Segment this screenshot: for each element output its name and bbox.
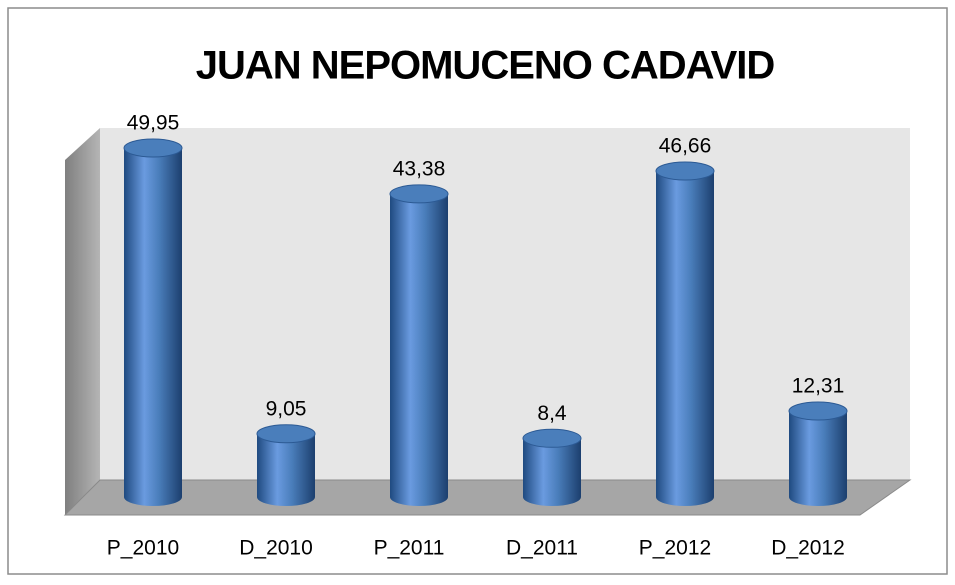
bar [256,424,316,506]
chart-title: JUAN NEPOMUCENO CADAVID [196,44,775,88]
bar-body [257,433,315,506]
bar [123,138,183,506]
x-tick-label: D_2010 [239,537,313,560]
side-wall [65,128,100,515]
bar-body [789,410,847,506]
bar-top [256,424,316,444]
bar-body [124,148,182,506]
value-label: 43,38 [393,157,446,180]
value-label: 8,4 [537,402,567,425]
x-tick-label: P_2011 [374,537,445,560]
bar-top [123,138,183,158]
floor [63,479,912,516]
bar [522,428,582,506]
x-tick-label: P_2012 [639,537,711,560]
x-tick-label: D_2011 [506,537,578,560]
bar-top [522,428,582,448]
value-label: 46,66 [659,135,712,158]
bar-body [390,193,448,506]
bar-top [389,184,449,204]
value-label: 12,31 [792,375,845,398]
bar-body [656,170,714,506]
value-label: 9,05 [266,397,307,420]
bar [655,161,715,506]
back-wall [100,128,910,480]
x-tick-label: P_2010 [107,537,179,560]
value-label: 49,95 [127,112,180,135]
bar-body [523,438,581,506]
bar-top [655,161,715,181]
bar [389,184,449,506]
x-tick-label: D_2012 [771,537,845,560]
bar-top [788,401,848,421]
bar [788,401,848,506]
